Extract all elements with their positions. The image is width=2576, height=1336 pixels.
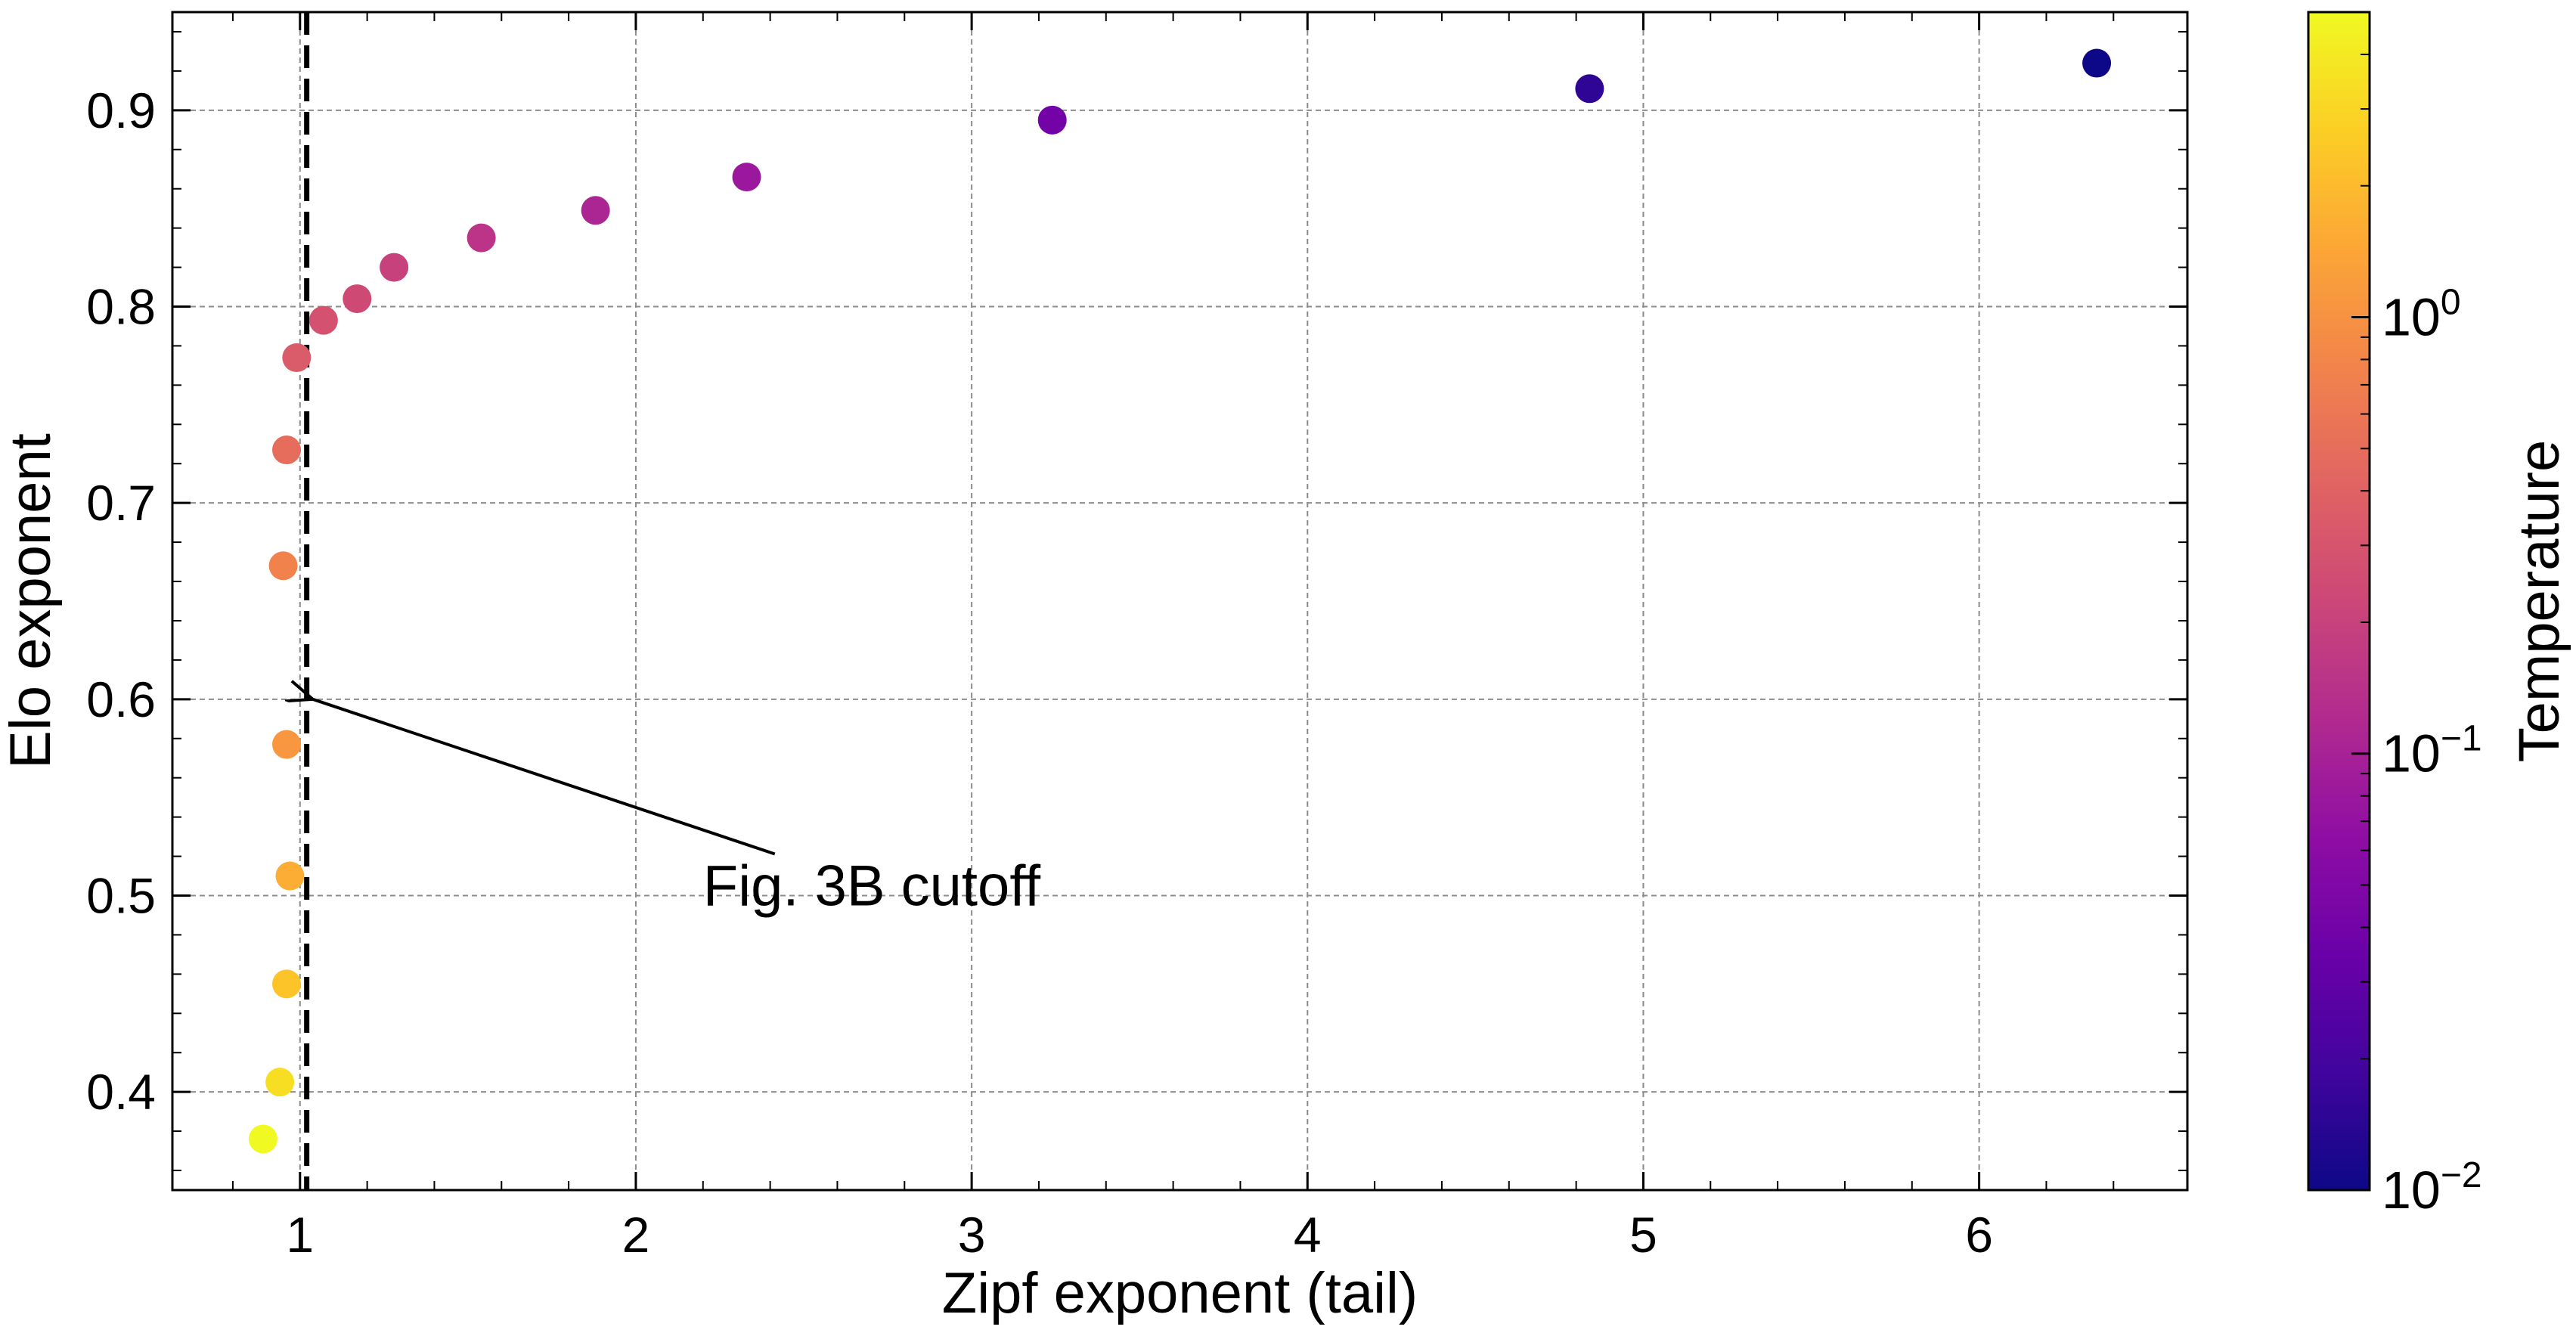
- data-point: [1575, 74, 1604, 104]
- data-points: [248, 48, 2112, 1154]
- data-point: [343, 284, 372, 314]
- data-point: [581, 196, 610, 225]
- y-axis-label: Elo exponent: [0, 433, 63, 769]
- data-point: [272, 730, 302, 759]
- colorbar-gradient: [2307, 11, 2371, 1192]
- x-tick-label: 3: [958, 1207, 986, 1263]
- x-tick-label: 4: [1294, 1207, 1322, 1263]
- axis-ticks: [172, 12, 2187, 1190]
- data-point: [248, 1124, 277, 1154]
- data-point: [272, 969, 302, 999]
- y-tick-label: 0.4: [86, 1064, 156, 1120]
- annotation-text: Fig. 3B cutoff: [703, 854, 1041, 919]
- data-point: [467, 223, 496, 253]
- data-point: [2082, 48, 2112, 78]
- x-tick-label: 5: [1629, 1207, 1657, 1263]
- colorbar-tick-label: 10−1: [2382, 719, 2482, 783]
- colorbar: 10−2 10−1 100 Temperature: [2307, 11, 2571, 1220]
- colorbar-tick-label: 100: [2382, 282, 2461, 346]
- data-point: [275, 861, 305, 891]
- data-point: [1037, 105, 1067, 135]
- data-point: [732, 163, 761, 192]
- y-tick-label: 0.8: [86, 279, 156, 335]
- colorbar-ticks: 10−2 10−1 100: [2351, 11, 2482, 1220]
- data-point: [272, 436, 302, 465]
- x-tick-label: 1: [286, 1207, 314, 1263]
- data-point: [380, 253, 409, 282]
- y-tick-label: 0.9: [86, 82, 156, 138]
- y-tick-label: 0.6: [86, 671, 156, 727]
- data-point: [282, 343, 312, 373]
- grid-lines: [172, 12, 2187, 1190]
- x-tick-label: 2: [622, 1207, 650, 1263]
- data-point: [265, 1068, 295, 1097]
- data-point: [268, 551, 298, 581]
- x-axis-label: Zipf exponent (tail): [942, 1261, 1418, 1325]
- plot-frame: [171, 11, 2189, 1192]
- annotation-arrow: [313, 699, 776, 856]
- colorbar-label: Temperature: [2507, 440, 2571, 763]
- x-tick-label: 6: [1965, 1207, 1993, 1263]
- data-point: [308, 305, 338, 335]
- tick-labels: 1 2 3 4 5 6 0.4 0.5 0.6 0.7 0.8 0.9: [86, 82, 1993, 1263]
- y-tick-label: 0.5: [86, 868, 156, 924]
- colorbar-tick-label: 10−2: [2382, 1155, 2482, 1220]
- y-tick-label: 0.7: [86, 475, 156, 531]
